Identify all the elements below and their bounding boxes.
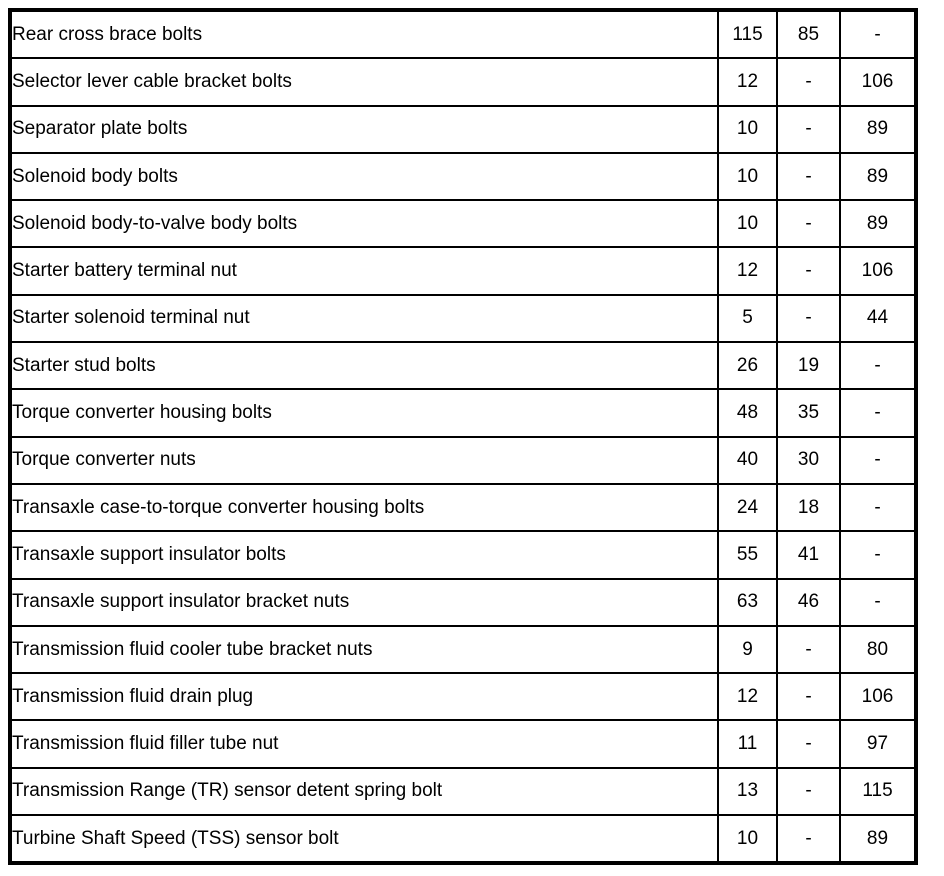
torque-value: - <box>776 199 841 249</box>
torque-value: 63 <box>717 577 778 627</box>
torque-value: - <box>839 8 917 60</box>
fastener-description: Transmission fluid cooler tube bracket n… <box>9 624 719 675</box>
table-row: Torque converter housing bolts 48 35- <box>9 388 917 438</box>
torque-value: 10 <box>717 104 778 154</box>
torque-value: 12 <box>717 672 778 722</box>
fastener-description: Solenoid body-to-valve body bolts <box>9 199 719 249</box>
torque-value: 85 <box>776 8 841 60</box>
table-row: Solenoid body-to-valve body bolts 10-89 <box>9 199 917 249</box>
torque-value: - <box>839 435 917 485</box>
torque-value: - <box>839 530 917 580</box>
torque-value: 115 <box>839 766 917 817</box>
fastener-description: Transaxle support insulator bolts <box>9 530 719 580</box>
torque-value: 11 <box>717 719 778 769</box>
torque-value: - <box>839 388 917 438</box>
torque-value: - <box>776 104 841 154</box>
fastener-description: Transmission Range (TR) sensor detent sp… <box>9 766 719 817</box>
torque-value: 48 <box>717 388 778 438</box>
torque-value: 89 <box>839 199 917 249</box>
fastener-description: Starter solenoid terminal nut <box>9 293 719 344</box>
torque-value: 9 <box>717 624 778 675</box>
torque-value: 55 <box>717 530 778 580</box>
torque-value: 97 <box>839 719 917 769</box>
torque-value: 24 <box>717 482 778 533</box>
torque-value: - <box>776 293 841 344</box>
torque-value: 89 <box>839 814 917 865</box>
fastener-description: Transaxle support insulator bracket nuts <box>9 577 719 627</box>
table-row: Rear cross brace bolts 115 85- <box>9 8 917 60</box>
torque-value: - <box>776 719 841 769</box>
table-row: Transmission fluid cooler tube bracket n… <box>9 624 917 675</box>
torque-value: 89 <box>839 104 917 154</box>
fastener-description: Selector lever cable bracket bolts <box>9 57 719 107</box>
torque-value: 12 <box>717 246 778 296</box>
table-row: Starter solenoid terminal nut 5-44 <box>9 293 917 344</box>
torque-value: - <box>776 766 841 817</box>
fastener-description: Torque converter nuts <box>9 435 719 485</box>
torque-value: - <box>776 57 841 107</box>
torque-value: 12 <box>717 57 778 107</box>
torque-value: 115 <box>717 8 778 60</box>
torque-value: 80 <box>839 624 917 675</box>
torque-table-body: Rear cross brace bolts 115 85- Selector lev… <box>9 8 917 865</box>
torque-value: - <box>776 246 841 296</box>
table-row: Transaxle support insulator bracket nuts… <box>9 577 917 627</box>
fastener-description: Solenoid body bolts <box>9 151 719 202</box>
table-row: Selector lever cable bracket bolts 12-106 <box>9 57 917 107</box>
torque-value: - <box>776 814 841 865</box>
torque-value: 106 <box>839 246 917 296</box>
table-row: Transmission fluid filler tube nut 11-97 <box>9 719 917 769</box>
torque-value: 10 <box>717 199 778 249</box>
torque-spec-table: Rear cross brace bolts 115 85- Selector lev… <box>8 8 918 866</box>
fastener-description: Starter stud bolts <box>9 341 719 391</box>
torque-value: 26 <box>717 341 778 391</box>
torque-value: 89 <box>839 151 917 202</box>
table-row: Torque converter nuts 40 30- <box>9 435 917 485</box>
torque-value: 44 <box>839 293 917 344</box>
fastener-description: Starter battery terminal nut <box>9 246 719 296</box>
torque-value: 106 <box>839 672 917 722</box>
table-row: Turbine Shaft Speed (TSS) sensor bolt 10-… <box>9 814 917 865</box>
torque-spec-table-container: Rear cross brace bolts 115 85- Selector lev… <box>8 8 918 866</box>
torque-value: 10 <box>717 814 778 865</box>
torque-value: 41 <box>776 530 841 580</box>
torque-value: - <box>839 341 917 391</box>
torque-value: 19 <box>776 341 841 391</box>
table-row: Solenoid body bolts 10-89 <box>9 151 917 202</box>
torque-value: 40 <box>717 435 778 485</box>
torque-value: 18 <box>776 482 841 533</box>
torque-value: 30 <box>776 435 841 485</box>
torque-value: 13 <box>717 766 778 817</box>
torque-value: - <box>839 577 917 627</box>
fastener-description: Torque converter housing bolts <box>9 388 719 438</box>
torque-value: 35 <box>776 388 841 438</box>
torque-value: - <box>776 672 841 722</box>
torque-value: 106 <box>839 57 917 107</box>
fastener-description: Separator plate bolts <box>9 104 719 154</box>
torque-value: - <box>776 624 841 675</box>
torque-value: 5 <box>717 293 778 344</box>
torque-value: - <box>776 151 841 202</box>
fastener-description: Turbine Shaft Speed (TSS) sensor bolt <box>9 814 719 865</box>
table-row: Transaxle support insulator bolts 55 41- <box>9 530 917 580</box>
fastener-description: Transmission fluid drain plug <box>9 672 719 722</box>
table-row: Transmission Range (TR) sensor detent sp… <box>9 766 917 817</box>
fastener-description: Rear cross brace bolts <box>9 8 719 60</box>
table-row: Transmission fluid drain plug 12-106 <box>9 672 917 722</box>
table-row: Separator plate bolts 10-89 <box>9 104 917 154</box>
fastener-description: Transaxle case-to-torque converter housi… <box>9 482 719 533</box>
table-row: Transaxle case-to-torque converter housi… <box>9 482 917 533</box>
torque-value: 46 <box>776 577 841 627</box>
torque-value: 10 <box>717 151 778 202</box>
table-row: Starter stud bolts 26 19- <box>9 341 917 391</box>
fastener-description: Transmission fluid filler tube nut <box>9 719 719 769</box>
table-row: Starter battery terminal nut 12-106 <box>9 246 917 296</box>
torque-value: - <box>839 482 917 533</box>
